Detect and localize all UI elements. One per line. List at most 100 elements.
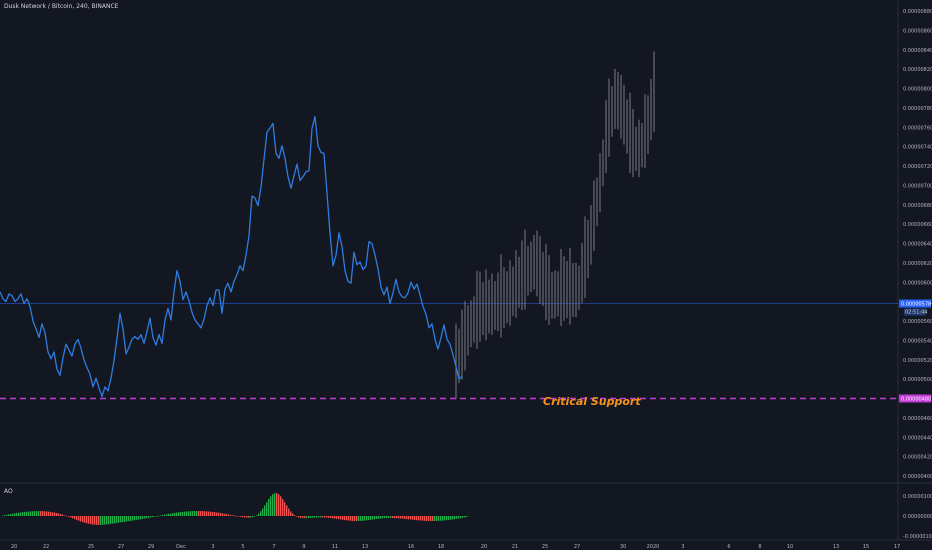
ao-bar xyxy=(24,511,26,516)
price-tick-label: 0.00000600 xyxy=(903,280,932,286)
ao-bar xyxy=(148,516,150,518)
ao-bar xyxy=(10,514,12,516)
countdown-badge xyxy=(904,308,926,316)
price-tick-label: 0.00000420 xyxy=(903,455,932,461)
ao-bar xyxy=(54,512,56,516)
ao-bar xyxy=(462,516,464,518)
price-tick-label: 0.00000860 xyxy=(903,28,932,34)
ao-bar xyxy=(62,514,64,516)
ao-bar xyxy=(68,516,70,517)
ao-bar xyxy=(350,516,352,521)
ao-bar xyxy=(366,516,368,521)
ao-bar xyxy=(290,511,292,516)
ao-bar xyxy=(16,513,18,516)
current-price-badge xyxy=(899,299,931,308)
ao-bar xyxy=(202,511,204,516)
ao-bar xyxy=(408,516,410,520)
ao-bar xyxy=(136,516,138,520)
support-badge xyxy=(899,394,931,403)
time-tick-label: 29 xyxy=(148,544,154,550)
ao-bar xyxy=(296,516,298,517)
time-tick-label: 18 xyxy=(438,544,444,550)
current-price-label: 0.00000578 xyxy=(901,302,931,308)
ao-bar xyxy=(12,513,14,516)
ao-bar xyxy=(178,512,180,516)
ao-bar xyxy=(376,516,378,520)
ao-bar xyxy=(456,516,458,519)
ao-bar xyxy=(216,512,218,516)
ao-bar xyxy=(232,515,234,516)
ao-bar xyxy=(124,516,126,522)
ao-bar xyxy=(360,516,362,521)
ao-bar xyxy=(198,511,200,516)
time-tick-label: 7 xyxy=(272,544,275,550)
ao-bar xyxy=(142,516,144,519)
critical-support-annotation: Critical Support xyxy=(543,395,641,408)
ao-bar xyxy=(406,516,408,520)
ao-bar xyxy=(444,516,446,521)
price-tick-label: 0.00000660 xyxy=(903,222,932,228)
ao-bar xyxy=(260,511,262,516)
ao-bar xyxy=(172,513,174,516)
ao-tick-label: 0.00000100 xyxy=(903,494,932,500)
ao-bar xyxy=(254,516,256,517)
ao-bar xyxy=(128,516,130,522)
ao-bar xyxy=(334,516,336,519)
ao-bar xyxy=(410,516,412,520)
ao-bar xyxy=(166,514,168,516)
ao-tick-label: 0.00000000 xyxy=(903,514,932,520)
ao-bar xyxy=(302,516,304,519)
ao-bar xyxy=(432,516,434,522)
ao-bar xyxy=(184,511,186,516)
ao-bar xyxy=(242,516,244,518)
ao-bar xyxy=(40,511,42,516)
ao-bar xyxy=(160,515,162,517)
ao-bar xyxy=(294,515,296,516)
ao-bar xyxy=(280,496,282,516)
ao-bar xyxy=(328,516,330,518)
ao-bar xyxy=(402,516,404,519)
time-tick-label: 25 xyxy=(542,544,548,550)
ao-bar xyxy=(106,516,108,525)
ao-bar xyxy=(464,516,466,518)
ao-bar xyxy=(322,516,324,518)
ao-bar xyxy=(352,516,354,521)
time-tick-label: 27 xyxy=(118,544,124,550)
ao-bar xyxy=(428,516,430,521)
ao-bar xyxy=(114,516,116,524)
ao-bar xyxy=(140,516,142,520)
price-tick-label: 0.00000720 xyxy=(903,164,932,170)
ao-bar xyxy=(102,516,104,525)
price-tick-label: 0.00000640 xyxy=(903,242,932,248)
ao-bar xyxy=(80,516,82,522)
price-tick-label: 0.00000840 xyxy=(903,48,932,54)
price-tick-label: 0.00000620 xyxy=(903,261,932,267)
ao-bar xyxy=(42,511,44,516)
time-tick-label: 22 xyxy=(43,544,49,550)
ao-histogram xyxy=(2,493,468,525)
time-tick-label: 21 xyxy=(512,544,518,550)
ao-bar xyxy=(258,513,260,516)
ao-bar xyxy=(48,511,50,516)
ao-bar xyxy=(314,516,316,518)
time-tick-label: 3 xyxy=(681,544,684,550)
ao-bar xyxy=(182,511,184,516)
ao-bar xyxy=(416,516,418,521)
ao-bar xyxy=(22,512,24,516)
ao-bar xyxy=(310,516,312,518)
ao-bar xyxy=(358,516,360,521)
ao-bar xyxy=(304,516,306,519)
ao-bar xyxy=(276,493,278,516)
price-tick-label: 0.00000680 xyxy=(903,203,932,209)
price-tick-label: 0.00000460 xyxy=(903,416,932,422)
ao-bar xyxy=(226,514,228,516)
ao-bar xyxy=(18,512,20,516)
ao-bar xyxy=(384,516,386,519)
ao-bar xyxy=(34,511,36,516)
time-tick-label: 13 xyxy=(362,544,368,550)
ao-bar xyxy=(452,516,454,520)
ao-bar xyxy=(176,512,178,516)
ao-bar xyxy=(270,496,272,516)
ao-bar xyxy=(346,516,348,521)
